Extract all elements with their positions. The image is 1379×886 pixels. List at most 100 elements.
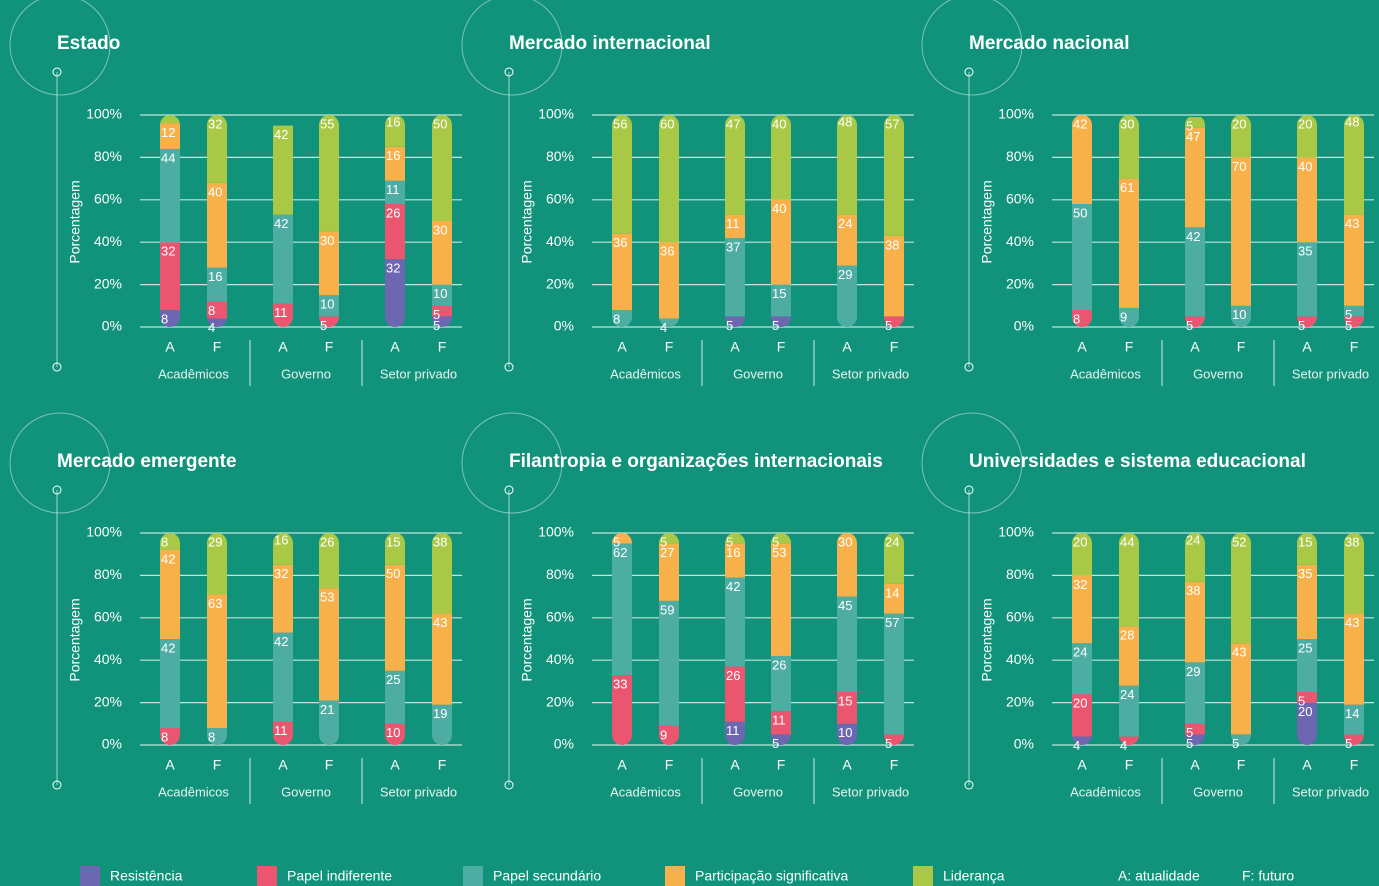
- bar: [160, 533, 180, 745]
- legend-note: F: futuro: [1242, 868, 1294, 884]
- value-label: 5: [726, 318, 733, 333]
- bar-segment: [837, 265, 857, 327]
- bar-segment: [273, 564, 293, 633]
- bar: [319, 115, 339, 327]
- y-tick-label: 20%: [1006, 275, 1034, 291]
- value-label: 45: [838, 598, 852, 613]
- bar-segment: [273, 721, 293, 745]
- bar: [160, 115, 180, 327]
- bar: [1185, 117, 1205, 327]
- x-tick-label: F: [213, 339, 222, 355]
- decor-dot: [964, 780, 974, 790]
- value-label: 9: [660, 727, 667, 742]
- y-tick-label: 60%: [94, 609, 122, 625]
- bar: [771, 115, 791, 327]
- x-tick-label: F: [325, 339, 334, 355]
- x-tick-label: F: [1125, 757, 1134, 773]
- y-tick-label: 40%: [546, 651, 574, 667]
- bar-segment: [160, 728, 180, 745]
- bar-segment: [319, 533, 339, 589]
- bar-segment: [385, 259, 405, 327]
- value-label: 29: [1186, 664, 1200, 679]
- value-label: 15: [386, 534, 400, 549]
- value-label: 42: [274, 216, 288, 231]
- value-label: 42: [161, 640, 175, 655]
- value-label: 10: [320, 297, 334, 312]
- value-label: 40: [772, 116, 786, 131]
- chart-title: Filantropia e organizações internacionai…: [509, 451, 883, 472]
- value-label: 16: [208, 269, 222, 284]
- bar-segment: [725, 115, 745, 215]
- y-tick-label: 100%: [538, 106, 574, 122]
- bar-segment: [659, 242, 679, 319]
- y-tick-label: 20%: [94, 275, 122, 291]
- bar-segment: [1297, 115, 1317, 158]
- x-tick-label: A: [390, 339, 400, 355]
- value-label: 16: [386, 148, 400, 163]
- y-axis-label: Porcentagem: [979, 598, 995, 681]
- bar-segment: [612, 533, 632, 544]
- value-label: 38: [433, 534, 447, 549]
- bar-segment: [207, 594, 227, 729]
- value-label: 10: [1232, 307, 1246, 322]
- bar-segment: [771, 316, 791, 327]
- value-label: 8: [208, 303, 215, 318]
- bar-segment: [432, 305, 452, 317]
- value-label: 10: [838, 725, 852, 740]
- bar-segment: [771, 734, 791, 745]
- legend-label: Papel secundário: [493, 868, 601, 884]
- decor-dot: [504, 485, 514, 495]
- bar-segment: [319, 700, 339, 745]
- bar-segment: [771, 199, 791, 285]
- value-label: 20: [1232, 116, 1246, 131]
- bar-segment: [884, 533, 904, 584]
- bar: [725, 533, 745, 745]
- y-tick-label: 60%: [546, 609, 574, 625]
- value-label: 5: [1232, 736, 1239, 751]
- legend-label: Resistência: [110, 868, 183, 884]
- value-label: 30: [320, 233, 334, 248]
- decor-dot: [964, 362, 974, 372]
- group-label: Setor privado: [832, 784, 909, 799]
- bar-segment: [1344, 316, 1364, 327]
- bar-segment: [771, 284, 791, 317]
- bar: [273, 125, 293, 327]
- bar: [385, 115, 405, 327]
- bar-segment: [273, 533, 293, 565]
- value-label: 35: [1298, 566, 1312, 581]
- bar-segment: [385, 180, 405, 205]
- value-label: 40: [1298, 159, 1312, 174]
- y-tick-label: 0%: [102, 736, 122, 752]
- y-tick-label: 60%: [1006, 609, 1034, 625]
- legend-note: A: atualidade: [1118, 868, 1200, 884]
- chart-panel: EstadoPorcentagem0%20%40%60%80%100%83244…: [9, 0, 462, 386]
- value-label: 70: [1232, 159, 1246, 174]
- bar-segment: [1297, 692, 1317, 703]
- value-label: 4: [208, 320, 215, 335]
- bar: [725, 115, 745, 327]
- value-label: 42: [726, 579, 740, 594]
- y-tick-label: 80%: [94, 148, 122, 164]
- value-label: 52: [1232, 534, 1246, 549]
- bar-segment: [659, 543, 679, 601]
- group-label: Acadêmicos: [610, 366, 681, 381]
- value-label: 53: [772, 545, 786, 560]
- group-label: Governo: [733, 784, 783, 799]
- bar: [659, 533, 679, 745]
- bar-segment: [1344, 115, 1364, 215]
- value-label: 5: [660, 534, 667, 549]
- x-tick-label: A: [842, 339, 852, 355]
- value-label: 38: [1186, 583, 1200, 598]
- decor-circle: [921, 412, 1023, 514]
- bar-segment: [725, 533, 745, 544]
- bar: [207, 533, 227, 745]
- group-label: Governo: [1193, 784, 1243, 799]
- value-label: 10: [433, 286, 447, 301]
- y-tick-label: 0%: [102, 318, 122, 334]
- legend-label: Liderança: [943, 868, 1005, 884]
- bar-segment: [725, 543, 745, 578]
- bar-segment: [432, 533, 452, 614]
- bar-segment: [837, 533, 857, 597]
- value-label: 16: [386, 114, 400, 129]
- bar-segment: [1072, 115, 1092, 205]
